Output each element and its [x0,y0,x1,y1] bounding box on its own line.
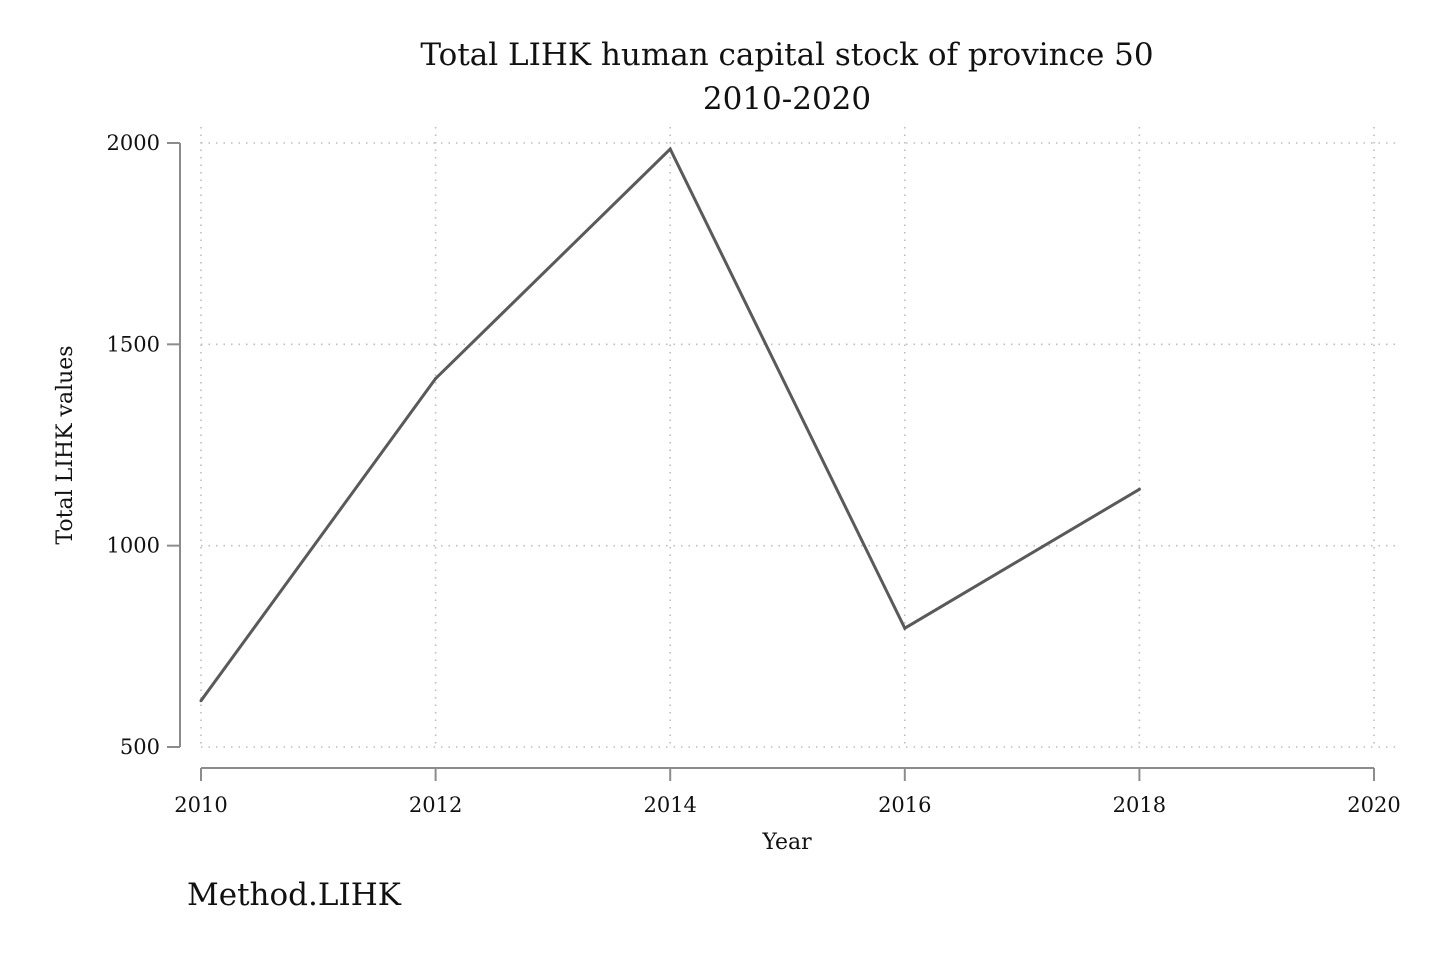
axes [179,143,1374,769]
data-point [668,147,672,151]
data-point [434,377,438,381]
y-tick-label: 1500 [107,332,160,356]
y-tick-label: 1000 [107,534,160,558]
y-axis-label: Total LIHK values [53,345,78,544]
x-tick-label: 2014 [643,793,696,817]
x-tick-label: 2010 [174,793,227,817]
y-tick-label: 2000 [107,131,160,155]
series [199,146,1141,703]
data-point [1137,487,1141,491]
ticks: 500 1000 1500 2000 2010 2012 2014 2016 2018 2020 [107,131,1401,817]
x-tick-label: 2018 [1113,793,1166,817]
series-line [199,146,1141,702]
x-tick-label: 2016 [878,793,931,817]
x-tick-label: 2012 [409,793,462,817]
method-note: Method.LIHK [187,877,402,913]
chart-subtitle: 2010-2020 [703,81,871,117]
x-axis-label: Year [761,830,812,855]
x-tick-label: 2020 [1347,793,1400,817]
chart-title: Total LIHK human capital stock of provin… [420,37,1153,73]
data-point [903,626,907,630]
y-tick-label: 500 [120,735,160,759]
data-point [199,699,203,703]
gridlines [200,127,1396,748]
